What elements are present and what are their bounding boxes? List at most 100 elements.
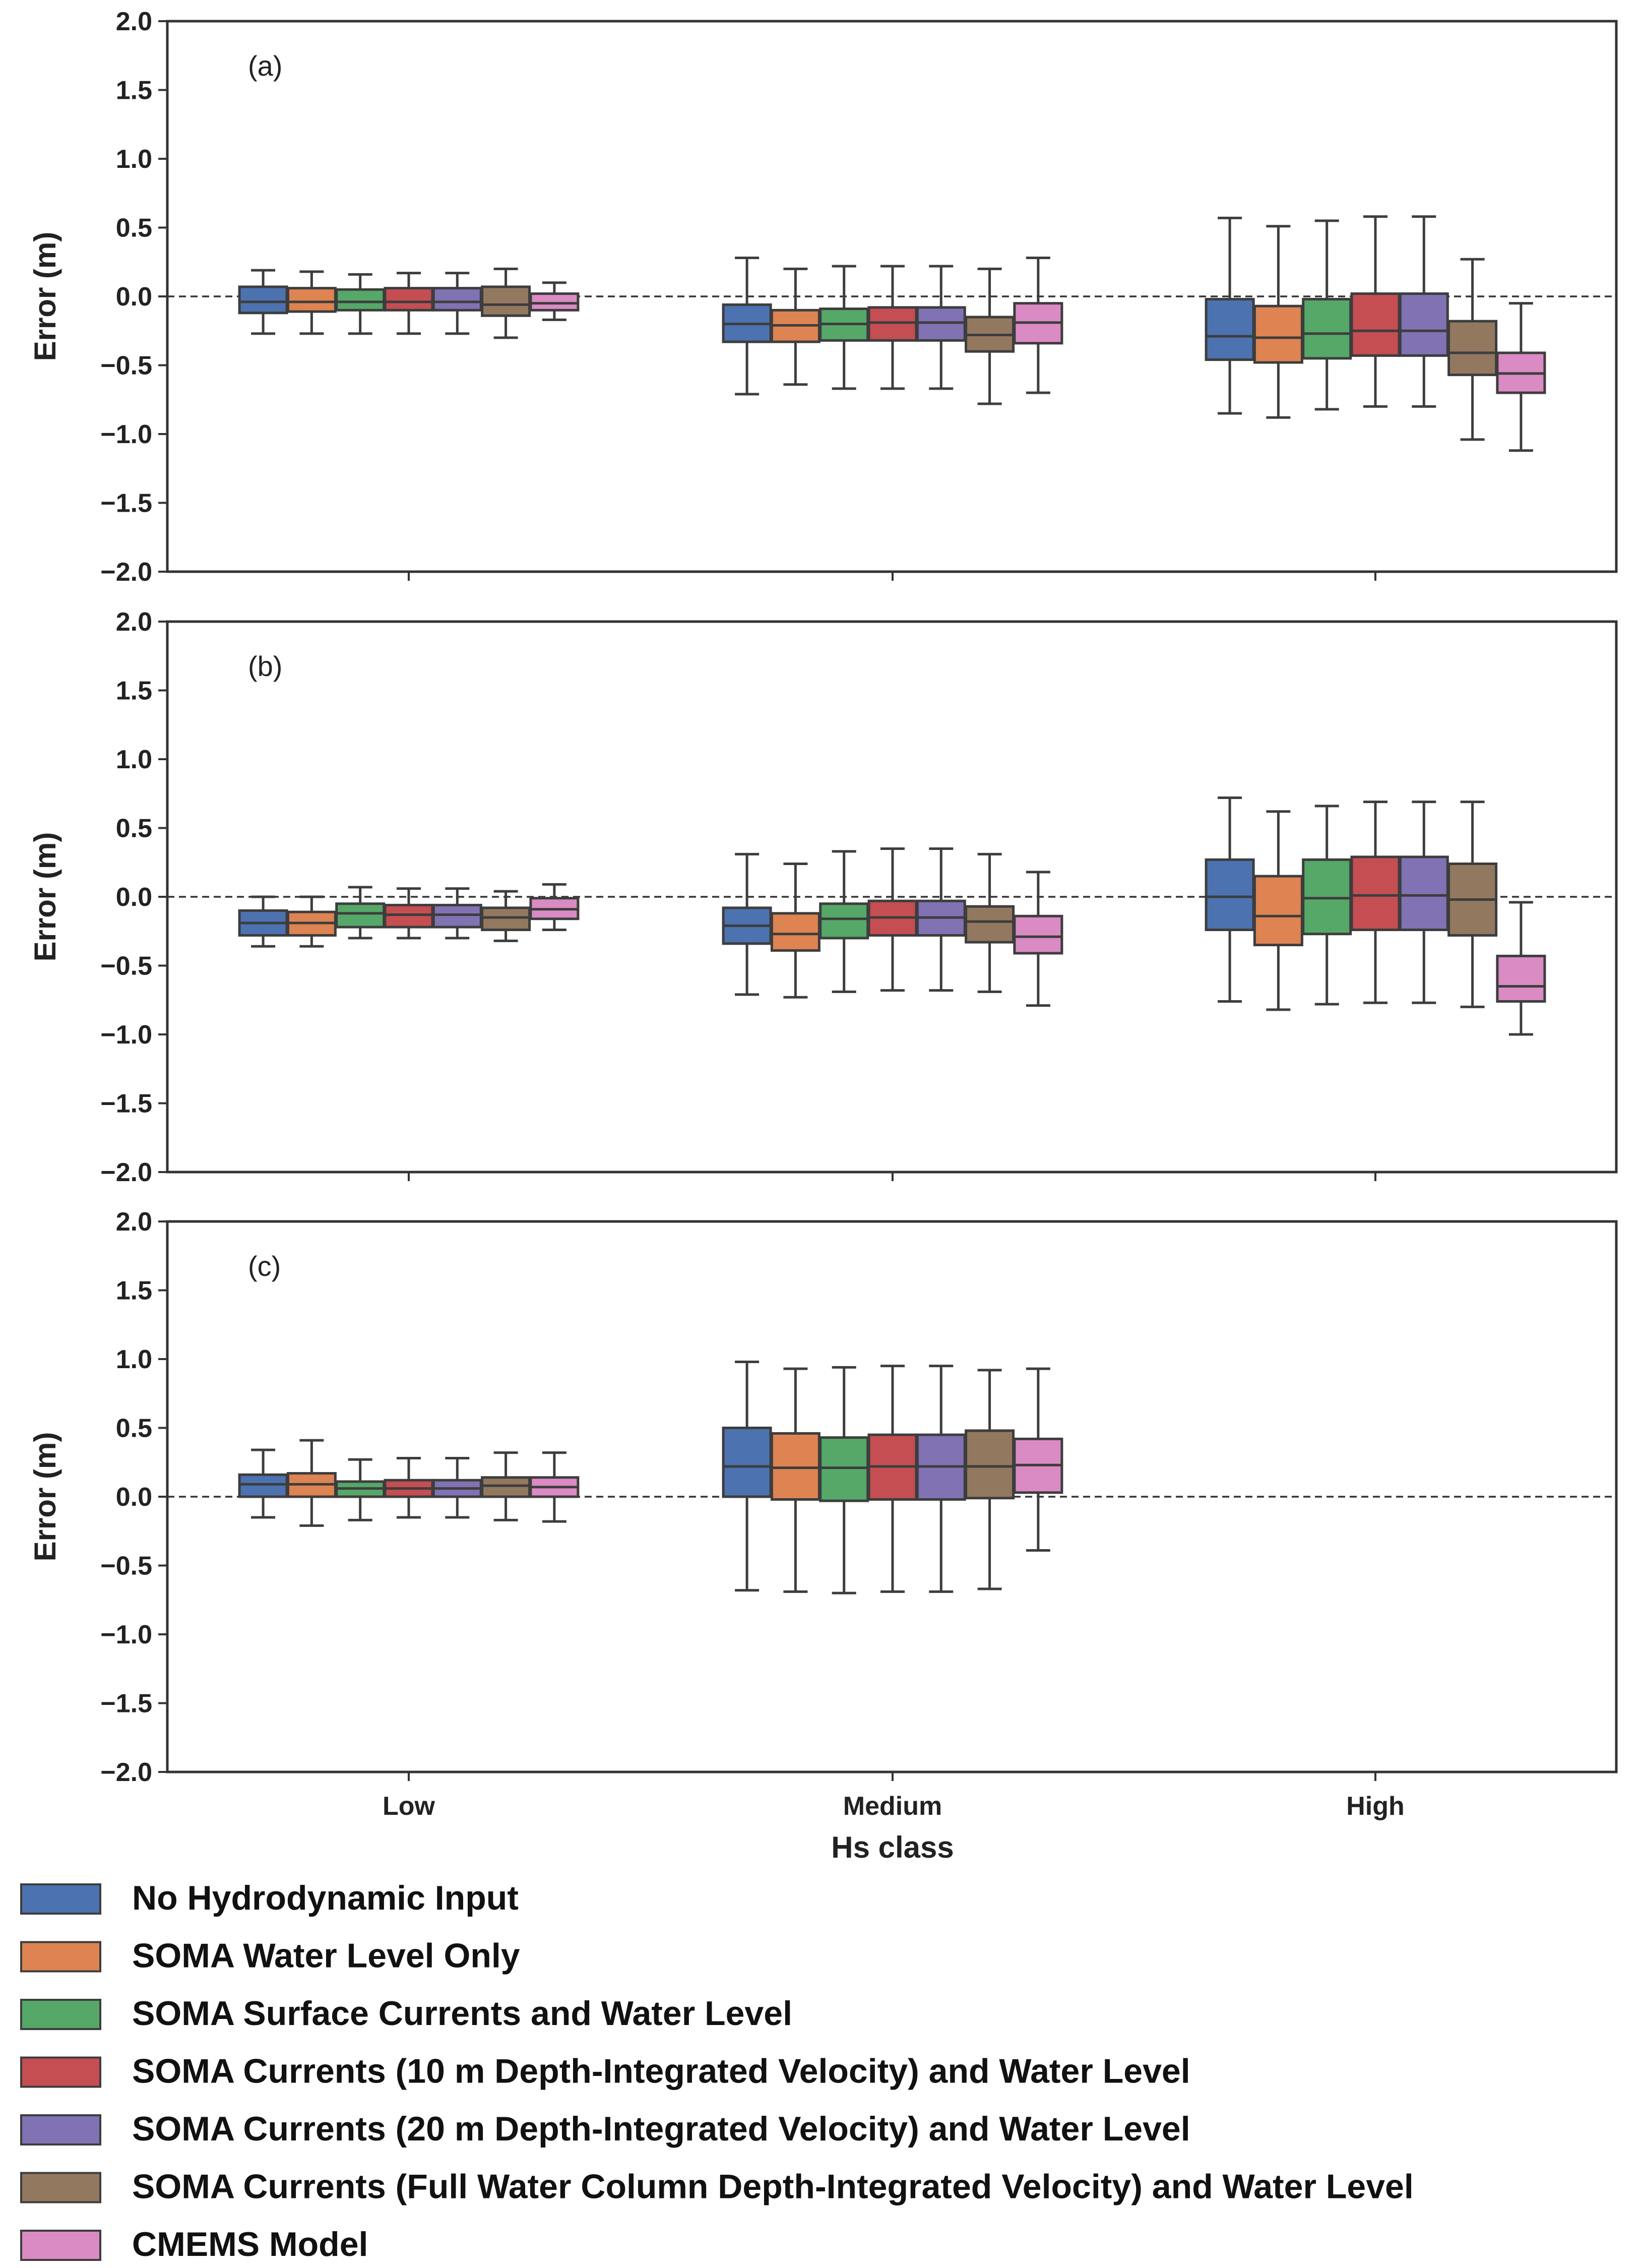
box-high-series-2 — [1253, 225, 1303, 419]
y-tick-label: −2.0 — [100, 1758, 152, 1787]
y-axis-title: Error (m) — [28, 232, 62, 361]
y-tick-label: 0.5 — [116, 814, 152, 843]
box-low-series-4 — [384, 887, 434, 940]
box-iqr — [481, 906, 531, 932]
box-iqr — [432, 287, 482, 312]
panel-label: (c) — [248, 1250, 281, 1282]
panel-label: (b) — [248, 650, 282, 682]
box-iqr — [770, 1432, 820, 1501]
box-medium-series-5 — [916, 1365, 966, 1593]
box-low-series-3 — [335, 1458, 386, 1521]
y-tick-label: −0.5 — [100, 351, 152, 381]
box-high-series-5 — [1399, 215, 1449, 408]
box-medium-series-6 — [965, 1369, 1015, 1590]
box-high-series-7 — [1496, 302, 1546, 452]
box-low-series-6 — [481, 890, 531, 942]
box-medium-series-5 — [916, 265, 966, 390]
box-low-series-1 — [238, 269, 288, 335]
box-iqr — [965, 905, 1015, 944]
y-tick-label: 1.5 — [116, 76, 152, 105]
box-high-series-6 — [1447, 801, 1498, 1008]
panel-frame — [166, 620, 1618, 1174]
box-iqr — [1253, 304, 1303, 364]
box-iqr — [722, 1427, 772, 1498]
box-high-series-4 — [1350, 215, 1401, 408]
legend-swatch — [20, 1941, 101, 1973]
box-iqr — [916, 306, 966, 342]
panel-frame — [166, 1220, 1618, 1773]
y-tick-label: 2.0 — [116, 7, 152, 36]
box-low-series-3 — [335, 886, 386, 940]
box-medium-series-4 — [867, 1365, 918, 1593]
y-tick-label: 1.0 — [116, 745, 152, 774]
legend-label: SOMA Currents (10 m Depth-Integrated Vel… — [132, 2052, 1190, 2091]
box-iqr — [1205, 858, 1255, 932]
legend-swatch — [20, 2172, 101, 2203]
box-medium-series-1 — [722, 1360, 772, 1592]
box-low-series-2 — [286, 895, 337, 948]
box-iqr — [335, 902, 386, 929]
y-tick-label: −1.0 — [100, 420, 152, 449]
box-iqr — [1302, 297, 1352, 360]
legend-label: SOMA Water Level Only — [132, 1937, 520, 1975]
legend-item-7: CMEMS Model — [20, 2225, 368, 2263]
box-low-series-6 — [481, 267, 531, 339]
box-high-series-7 — [1496, 901, 1546, 1036]
legend-item-1: No Hydrodynamic Input — [20, 1879, 519, 1917]
panel-1: 2.0 1.5 1.0 0.5 0.0 −0.5 −1.0 −1.5 −2.0 Error (m)… — [28, 7, 1618, 587]
box-high-series-3 — [1302, 805, 1352, 1006]
legend-item-2: SOMA Water Level Only — [20, 1937, 520, 1975]
box-iqr — [238, 1473, 288, 1498]
box-low-series-5 — [432, 887, 482, 940]
box-iqr — [384, 287, 434, 312]
x-tick-label-medium: Medium — [843, 1792, 942, 1821]
legend: No Hydrodynamic Input SOMA Water Level On… — [20, 1879, 1414, 2263]
box-iqr — [1496, 954, 1546, 1003]
box-iqr — [286, 287, 337, 313]
box-medium-series-7 — [1013, 1367, 1063, 1552]
box-iqr — [1447, 320, 1498, 377]
legend-label: CMEMS Model — [132, 2225, 368, 2263]
box-low-series-6 — [481, 1451, 531, 1521]
y-tick-label: −0.5 — [100, 952, 152, 981]
box-iqr — [819, 1436, 869, 1502]
y-tick-label: 2.0 — [116, 1207, 152, 1237]
legend-swatch — [20, 2056, 101, 2088]
legend-label: SOMA Currents (Full Water Column Depth-I… — [132, 2168, 1414, 2206]
box-iqr — [335, 288, 386, 312]
y-tick-label: 0.0 — [116, 883, 152, 912]
panel-2: 2.0 1.5 1.0 0.5 0.0 −0.5 −1.0 −1.5 −2.0 Error (m)… — [28, 607, 1618, 1187]
box-iqr — [238, 285, 288, 315]
box-iqr — [1253, 875, 1303, 947]
box-iqr — [1302, 858, 1352, 936]
box-medium-series-3 — [819, 850, 869, 993]
box-low-series-7 — [529, 883, 580, 932]
y-tick-label: 0.5 — [116, 1414, 152, 1443]
legend-swatch — [20, 1883, 101, 1915]
box-medium-series-1 — [722, 852, 772, 996]
box-high-series-2 — [1253, 810, 1303, 1011]
box-medium-series-3 — [819, 1366, 869, 1595]
x-tick-label-low: Low — [383, 1792, 435, 1821]
y-tick-label: −1.5 — [100, 1089, 152, 1119]
box-medium-series-2 — [770, 1367, 820, 1593]
box-low-series-2 — [286, 270, 337, 335]
legend-label: SOMA Surface Currents and Water Level — [132, 1994, 792, 2033]
x-tick-label-high: High — [1346, 1792, 1405, 1821]
box-iqr — [1205, 297, 1255, 361]
legend-item-5: SOMA Currents (20 m Depth-Integrated Vel… — [20, 2110, 1190, 2148]
y-tick-label: −0.5 — [100, 1552, 152, 1581]
y-tick-label: 1.0 — [116, 1345, 152, 1374]
box-medium-series-6 — [965, 267, 1015, 405]
legend-item-3: SOMA Surface Currents and Water Level — [20, 1994, 792, 2033]
box-low-series-4 — [384, 272, 434, 335]
x-axis-title: Hs class — [831, 1830, 954, 1864]
box-iqr — [867, 306, 918, 342]
box-iqr — [1350, 855, 1401, 932]
box-medium-series-7 — [1013, 257, 1063, 394]
box-medium-series-4 — [867, 265, 918, 390]
box-medium-series-4 — [867, 847, 918, 992]
box-iqr — [770, 912, 820, 952]
box-high-series-1 — [1205, 216, 1255, 415]
box-iqr — [965, 1429, 1015, 1500]
